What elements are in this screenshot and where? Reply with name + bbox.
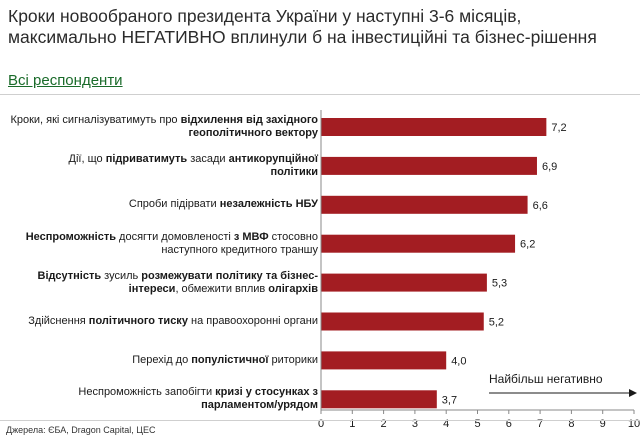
top-divider [0, 94, 640, 95]
x-tick-label: 10 [628, 418, 640, 430]
bar-8 [321, 390, 437, 409]
x-tick-label: 7 [537, 418, 543, 430]
x-tick-label: 4 [443, 418, 449, 430]
value-label: 6,9 [542, 161, 557, 173]
value-label: 4,0 [451, 355, 466, 367]
bar-6 [321, 312, 484, 331]
x-tick-label: 2 [381, 418, 387, 430]
x-tick-label: 0 [318, 418, 324, 430]
x-tick-label: 5 [474, 418, 480, 430]
x-tick-label: 6 [506, 418, 512, 430]
value-label: 5,3 [492, 278, 507, 290]
category-label: Кроки, які сигналізуватимуть про відхиле… [10, 114, 318, 139]
x-tick-label: 9 [600, 418, 606, 430]
x-tick-label: 3 [412, 418, 418, 430]
bar-5 [321, 273, 487, 292]
bottom-divider [0, 420, 640, 421]
value-label: 6,2 [520, 239, 535, 251]
value-label: 7,2 [551, 122, 566, 134]
x-axis: 0 1 2 3 4 5 6 7 8 9 10 [318, 110, 640, 430]
chart-title: Кроки новообраного президента України у … [8, 6, 597, 47]
x-tick-label: 1 [349, 418, 355, 430]
category-label: Спроби підірвати незалежність НБУ [128, 198, 318, 211]
chart-subtitle: Всі респонденти [8, 72, 123, 89]
value-label: 6,6 [533, 200, 548, 212]
category-label: Відсутність зусиль розмежувати політику … [37, 269, 318, 295]
value-label: 5,2 [489, 317, 504, 329]
x-tick-label: 8 [568, 418, 574, 430]
bar-1 [321, 118, 547, 136]
value-label: 3,7 [442, 394, 457, 406]
category-label: Дії, що підриватимуть засади антикорупці… [68, 152, 318, 178]
category-label: Здійснення політичного тиску на правоохо… [28, 315, 318, 327]
bar-4 [321, 234, 516, 253]
bar-2 [321, 156, 537, 175]
category-label: Перехід до популістичної риторики [132, 353, 318, 366]
source-note: Джерела: ЄБА, Dragon Capital, ЦЕС [6, 425, 156, 435]
category-label: Неспроможність запобігти кризі у стосунк… [78, 386, 318, 412]
bars-group: 7,2 6,9 6,6 6,2 5,3 5,2 4,0 3,7 [321, 118, 567, 409]
annotation-text: Найбільш негативно [489, 372, 603, 386]
bar-7 [321, 351, 447, 370]
bar-3 [321, 195, 528, 214]
category-label: Неспроможність досягти домовленості з МВ… [25, 230, 318, 256]
